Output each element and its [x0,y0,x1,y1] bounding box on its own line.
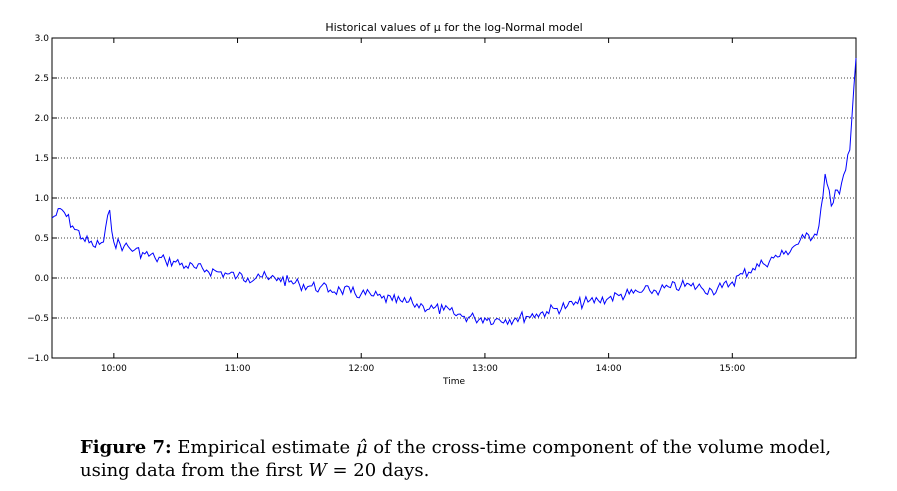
x-tick-label: 11:00 [225,364,251,374]
line-chart: −1.0 −0.5 0.0 0.5 1.0 1.5 2.0 2.5 3.0 10:00 11:00… [27,21,857,387]
y-tick-label: 0.5 [35,234,49,244]
grid-lines [52,37,856,359]
x-tick-label: 12:00 [348,364,374,374]
figure-caption: Figure 7: Empirical estimate μ̂ of the c… [80,436,840,482]
x-axis: 10:00 11:00 12:00 13:00 14:00 15:00 [101,38,746,374]
x-tick-label: 14:00 [596,364,622,374]
x-tick-label: 13:00 [472,364,498,374]
y-tick-label: 1.5 [35,154,49,164]
y-axis: −1.0 −0.5 0.0 0.5 1.0 1.5 2.0 2.5 3.0 [27,34,57,364]
caption-text-a: Empirical estimate [171,437,356,458]
y-tick-label: 3.0 [35,34,50,44]
chart-title: Historical values of μ for the log-Norma… [325,21,582,34]
y-tick-label: 0.0 [35,274,50,284]
caption-symbol: μ̂ [355,437,368,458]
series-line-mu [51,57,857,326]
y-tick-label: 2.0 [35,114,50,124]
caption-var: W [308,460,327,481]
y-tick-label: 2.5 [35,74,49,84]
y-tick-label: −1.0 [27,354,49,364]
y-tick-label: −0.5 [27,314,49,324]
y-tick-label: 1.0 [35,194,50,204]
caption-label: Figure 7: [80,437,172,458]
caption-text-b: of the cross-time component of the volum… [80,437,832,481]
x-tick-label: 10:00 [101,364,127,374]
x-axis-label: Time [442,377,465,387]
caption-text-c: = 20 days. [326,460,430,481]
x-tick-label: 15:00 [719,364,745,374]
